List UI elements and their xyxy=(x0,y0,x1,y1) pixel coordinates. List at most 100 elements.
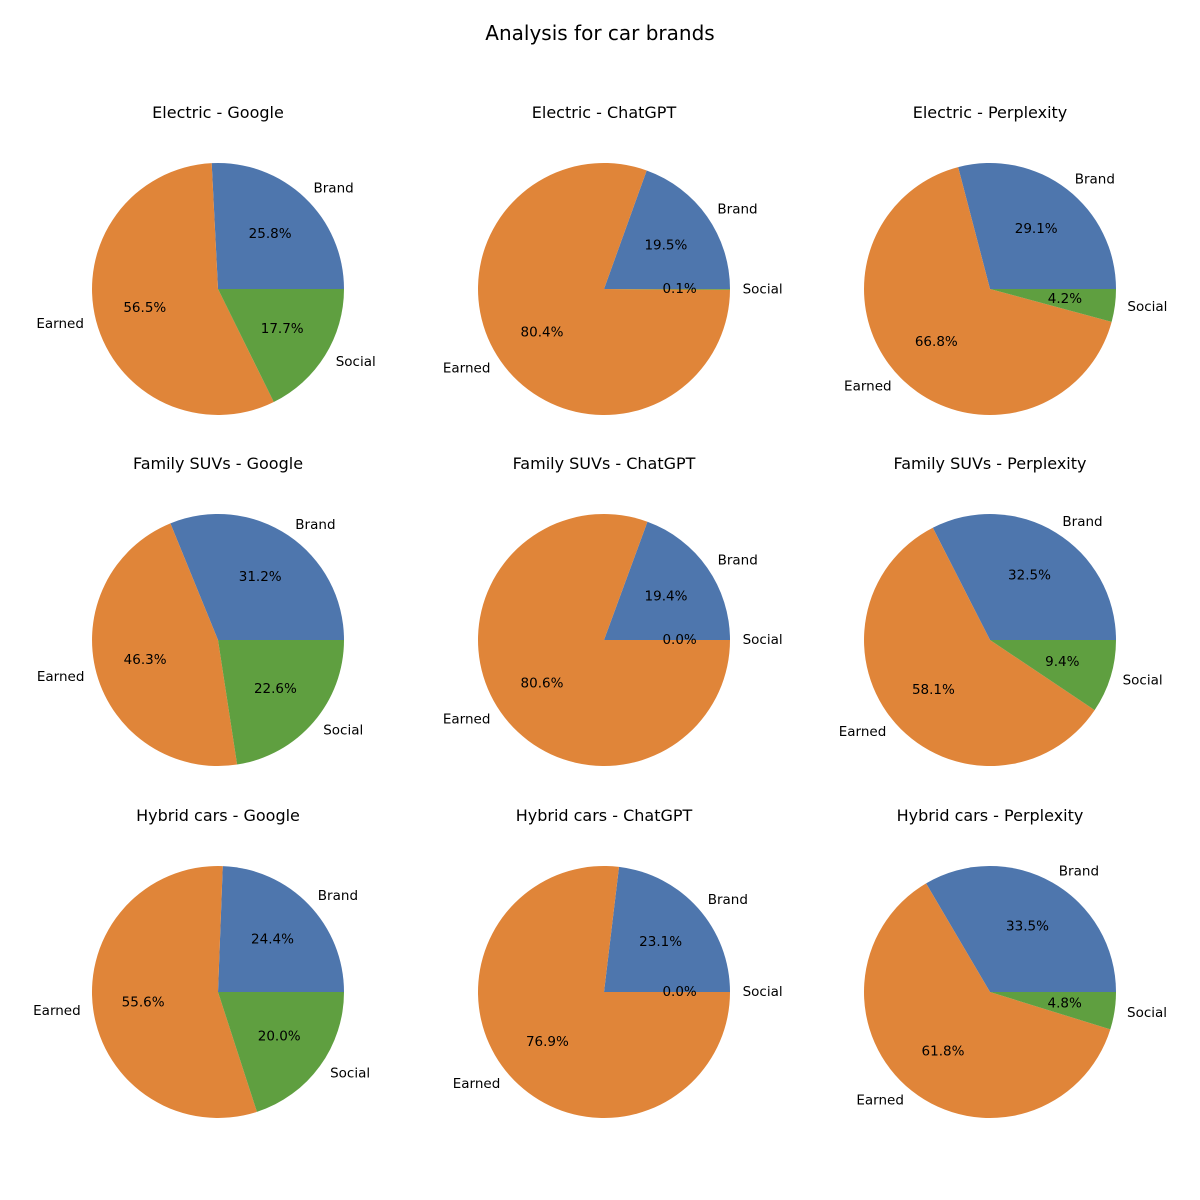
slice-value-earned: 80.6% xyxy=(521,675,564,691)
slice-label-social: Social xyxy=(336,354,376,370)
chart-title: Family SUVs - Perplexity xyxy=(894,454,1087,473)
pie-slice-social xyxy=(218,289,344,402)
slice-label-earned: Earned xyxy=(443,711,491,727)
slice-value-social: 17.7% xyxy=(261,321,304,337)
pie-slice-social xyxy=(604,289,731,290)
slice-value-earned: 46.3% xyxy=(124,652,167,668)
chart-title: Hybrid cars - ChatGPT xyxy=(516,806,693,825)
pie-slice-earned xyxy=(91,866,257,1119)
slice-value-brand: 24.4% xyxy=(251,932,294,948)
slice-value-brand: 25.8% xyxy=(249,226,292,242)
pie-chart-hybrid-cars-perplexity: Hybrid cars - Perplexity Brand 33.5% Earned… xyxy=(856,806,1167,1119)
chart-title: Hybrid cars - Perplexity xyxy=(897,806,1084,825)
pie-slice-earned xyxy=(863,883,1111,1119)
chart-title: Family SUVs - Google xyxy=(133,454,303,473)
pie-slice-earned xyxy=(864,527,1095,766)
chart-title: Electric - ChatGPT xyxy=(532,103,677,122)
figure-title: Analysis for car brands xyxy=(485,21,714,45)
slice-value-earned: 56.5% xyxy=(123,300,166,316)
slice-value-social: 4.2% xyxy=(1048,291,1082,307)
pie-slice-earned xyxy=(477,866,730,1119)
slice-label-brand: Brand xyxy=(708,892,748,908)
slice-label-earned: Earned xyxy=(856,1093,904,1109)
pie-chart-family-suvs-chatgpt: Family SUVs - ChatGPT Brand 19.4% Earned 80.… xyxy=(443,454,783,766)
slice-value-earned: 76.9% xyxy=(526,1034,569,1050)
pie-slice-social xyxy=(218,992,344,1112)
slice-value-social: 0.0% xyxy=(662,984,696,1000)
slice-value-brand: 29.1% xyxy=(1015,221,1058,237)
slice-value-brand: 19.4% xyxy=(645,589,688,605)
slice-label-brand: Brand xyxy=(1075,171,1115,187)
slice-label-brand: Brand xyxy=(318,888,358,904)
slice-value-brand: 23.1% xyxy=(639,934,682,950)
pie-slice-brand xyxy=(958,163,1116,289)
pie-chart-electric-perplexity: Electric - Perplexity Brand 29.1% Earned 66.… xyxy=(844,103,1167,415)
slice-value-earned: 58.1% xyxy=(912,682,955,698)
slice-value-social: 0.0% xyxy=(662,632,696,648)
slice-value-earned: 61.8% xyxy=(922,1043,965,1059)
chart-title: Family SUVs - ChatGPT xyxy=(513,454,696,473)
slice-label-social: Social xyxy=(330,1066,370,1082)
slice-label-earned: Earned xyxy=(839,724,887,740)
slice-value-social: 20.0% xyxy=(258,1028,301,1044)
slice-label-earned: Earned xyxy=(37,669,85,685)
slice-label-earned: Earned xyxy=(33,1003,81,1019)
slice-value-social: 22.6% xyxy=(254,681,297,697)
slice-value-brand: 19.5% xyxy=(644,238,687,254)
pie-slice-brand xyxy=(604,866,730,992)
slice-label-social: Social xyxy=(1127,299,1167,315)
pie-slice-earned xyxy=(478,163,730,416)
pie-slice-social xyxy=(990,640,1117,711)
slice-value-earned: 80.4% xyxy=(521,324,564,340)
pie-slice-earned xyxy=(92,163,274,416)
slice-value-social: 4.8% xyxy=(1048,995,1082,1011)
slice-label-social: Social xyxy=(1123,672,1163,688)
slice-value-brand: 33.5% xyxy=(1006,918,1049,934)
pie-chart-hybrid-cars-google: Hybrid cars - Google Brand 24.4% Earned 55.6… xyxy=(33,806,370,1119)
slice-label-earned: Earned xyxy=(443,360,491,376)
pie-slice-brand xyxy=(218,866,344,992)
pie-slice-earned xyxy=(478,513,730,766)
slice-label-earned: Earned xyxy=(844,379,892,395)
slice-value-brand: 32.5% xyxy=(1008,568,1051,584)
pie-slice-brand xyxy=(932,513,1116,640)
slice-label-social: Social xyxy=(743,984,783,1000)
slice-value-earned: 66.8% xyxy=(915,334,958,350)
slice-value-earned: 55.6% xyxy=(122,994,165,1010)
slice-label-social: Social xyxy=(743,281,783,297)
slice-label-brand: Brand xyxy=(717,201,757,217)
pie-slice-social xyxy=(990,992,1116,1030)
chart-title: Electric - Perplexity xyxy=(913,103,1068,122)
slice-label-brand: Brand xyxy=(295,517,335,533)
chart-title: Electric - Google xyxy=(152,103,284,122)
pie-slice-brand xyxy=(926,865,1116,992)
pie-slice-brand xyxy=(604,170,730,289)
slice-label-earned: Earned xyxy=(453,1076,501,1092)
pie-chart-electric-google: Electric - Google Brand 25.8% Earned 56.5% So… xyxy=(36,103,376,416)
pie-slice-brand xyxy=(211,163,344,289)
pie-chart-hybrid-cars-chatgpt: Hybrid cars - ChatGPT Brand 23.1% Earned 76.… xyxy=(453,806,783,1119)
pie-slice-brand xyxy=(170,514,344,640)
pie-slice-earned xyxy=(864,167,1112,415)
slice-label-earned: Earned xyxy=(36,316,84,332)
slice-label-brand: Brand xyxy=(718,553,758,569)
slice-label-social: Social xyxy=(743,632,783,648)
pie-slice-social xyxy=(218,640,344,765)
pie-chart-family-suvs-google: Family SUVs - Google Brand 31.2% Earned 46.3… xyxy=(37,454,363,766)
charts-grid: Electric - Google Brand 25.8% Earned 56.5% So… xyxy=(33,103,1167,1119)
slice-label-brand: Brand xyxy=(314,181,354,197)
slice-label-brand: Brand xyxy=(1059,864,1099,880)
chart-title: Hybrid cars - Google xyxy=(136,806,300,825)
slice-label-social: Social xyxy=(1127,1005,1167,1021)
pie-slice-brand xyxy=(604,521,730,640)
pie-chart-family-suvs-perplexity: Family SUVs - Perplexity Brand 32.5% Earned… xyxy=(839,454,1163,766)
slice-value-brand: 31.2% xyxy=(239,569,282,585)
pie-slice-earned xyxy=(92,523,238,766)
pie-chart-electric-chatgpt: Electric - ChatGPT Brand 19.5% Earned 80.4% S… xyxy=(443,103,783,416)
pie-slice-social xyxy=(990,289,1116,322)
slice-label-brand: Brand xyxy=(1062,514,1102,530)
slice-value-social: 9.4% xyxy=(1045,654,1079,670)
slice-label-social: Social xyxy=(323,722,363,738)
slice-value-social: 0.1% xyxy=(662,281,696,297)
